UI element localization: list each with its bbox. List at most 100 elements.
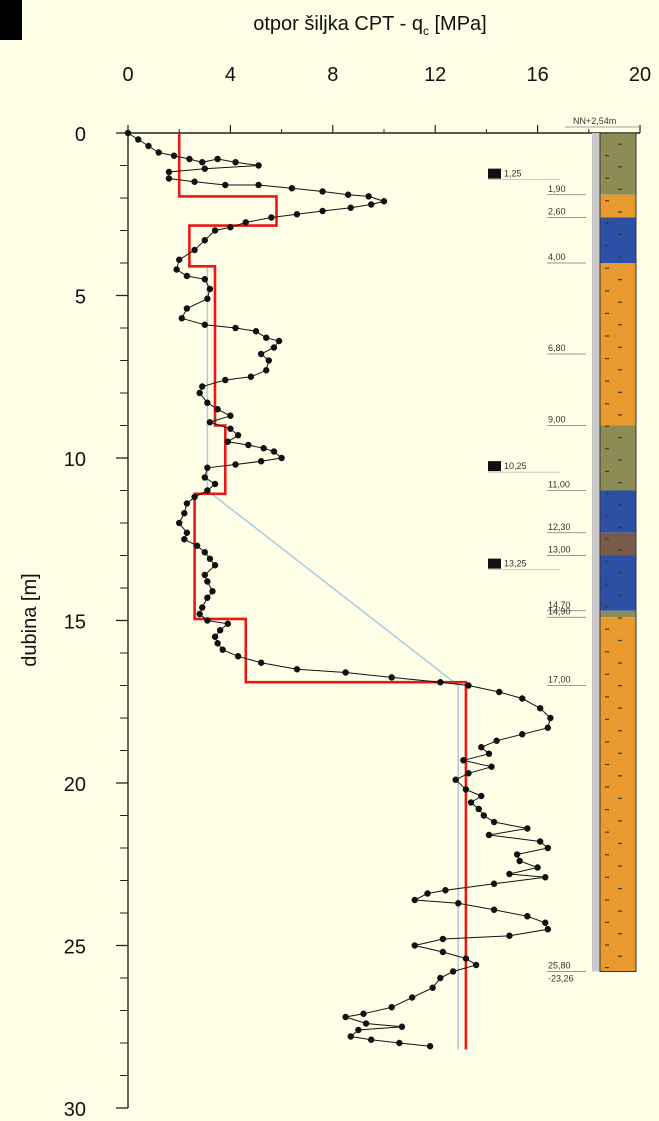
data-point bbox=[506, 932, 513, 939]
data-point bbox=[165, 175, 173, 182]
data-point bbox=[368, 1036, 375, 1043]
log-layer-label: 14,90 bbox=[548, 606, 571, 616]
data-point bbox=[485, 831, 493, 839]
data-point bbox=[462, 955, 470, 962]
data-point bbox=[124, 129, 132, 137]
data-point bbox=[293, 666, 301, 673]
data-point bbox=[204, 617, 211, 624]
data-point bbox=[437, 679, 444, 686]
x-tick-label: 0 bbox=[122, 64, 133, 86]
data-point bbox=[437, 974, 444, 982]
data-point bbox=[465, 682, 472, 689]
log-layer bbox=[600, 263, 636, 354]
data-point bbox=[183, 529, 191, 536]
series-group bbox=[124, 129, 554, 1050]
sample-marker bbox=[488, 461, 501, 472]
data-point bbox=[209, 588, 216, 595]
log-layer bbox=[600, 217, 636, 263]
data-point bbox=[429, 984, 436, 991]
data-point bbox=[278, 454, 285, 462]
sample-label: 1,25 bbox=[504, 169, 522, 179]
data-point bbox=[270, 448, 278, 455]
data-point bbox=[181, 536, 188, 543]
data-point bbox=[145, 142, 152, 150]
data-point bbox=[199, 159, 206, 166]
log-layer bbox=[600, 194, 636, 218]
data-point bbox=[255, 162, 262, 169]
log-bottom-label: -23,26 bbox=[548, 974, 574, 984]
data-point bbox=[183, 500, 191, 507]
y-tick-label: 15 bbox=[64, 612, 86, 634]
data-point bbox=[536, 705, 544, 712]
data-point bbox=[178, 315, 185, 322]
data-point bbox=[496, 688, 503, 696]
data-point bbox=[257, 350, 265, 358]
data-point bbox=[542, 919, 549, 926]
data-point bbox=[519, 695, 526, 702]
log-layer-label: 1,90 bbox=[548, 184, 566, 194]
data-point bbox=[462, 786, 470, 793]
log-layer-label: 4,00 bbox=[548, 252, 566, 262]
log-layer bbox=[600, 610, 636, 618]
data-point bbox=[547, 714, 554, 722]
data-point bbox=[347, 1033, 354, 1040]
data-point bbox=[247, 373, 255, 380]
sample-marker bbox=[488, 558, 501, 569]
axes-group: 0 4 8 12 16 20 0 5 10 15 20 25 30 bbox=[64, 64, 651, 1121]
data-point bbox=[219, 646, 226, 653]
data-point bbox=[344, 191, 352, 198]
y-tick-label: 25 bbox=[64, 937, 86, 959]
data-point bbox=[232, 461, 239, 468]
data-point bbox=[135, 136, 142, 143]
data-point bbox=[490, 818, 498, 826]
y-tick-label: 20 bbox=[64, 774, 86, 796]
data-point bbox=[465, 770, 472, 777]
y-axis-label: dubina [m] bbox=[19, 573, 41, 666]
data-point bbox=[206, 555, 214, 562]
data-point bbox=[191, 178, 198, 185]
data-point bbox=[227, 425, 234, 432]
data-point bbox=[388, 674, 395, 681]
data-point bbox=[155, 149, 162, 156]
data-point bbox=[201, 276, 208, 283]
data-point bbox=[319, 188, 326, 195]
data-point bbox=[196, 610, 203, 618]
data-point bbox=[196, 389, 203, 397]
data-point bbox=[242, 219, 249, 226]
data-point bbox=[493, 737, 500, 744]
log-shadow bbox=[592, 133, 600, 972]
log-layer bbox=[600, 532, 636, 556]
data-point bbox=[362, 1020, 370, 1027]
data-point bbox=[398, 1023, 406, 1030]
log-layer-label: 11,00 bbox=[548, 480, 570, 490]
log-layer-label: 17,00 bbox=[548, 675, 571, 685]
data-point bbox=[452, 776, 459, 783]
log-layer-label: 9,00 bbox=[548, 415, 566, 425]
data-point bbox=[204, 594, 211, 601]
sample-label: 10,25 bbox=[504, 461, 527, 471]
data-point bbox=[439, 948, 447, 956]
data-point bbox=[544, 844, 552, 852]
series-line bbox=[177, 133, 468, 1050]
data-point bbox=[478, 792, 485, 800]
chart-title-subscript: c bbox=[423, 24, 429, 38]
data-point bbox=[206, 285, 214, 293]
data-point bbox=[449, 968, 457, 975]
data-point bbox=[411, 896, 418, 904]
data-point bbox=[368, 201, 375, 208]
data-point bbox=[467, 799, 475, 806]
log-top-label: NN+2,54m bbox=[573, 116, 616, 126]
log-layer bbox=[600, 685, 636, 972]
data-point bbox=[263, 367, 270, 374]
data-point bbox=[268, 214, 275, 221]
data-point bbox=[257, 659, 265, 666]
x-tick-label: 16 bbox=[526, 64, 548, 86]
data-point bbox=[216, 627, 224, 634]
log-layer-label: 6,80 bbox=[548, 343, 566, 353]
data-point bbox=[442, 887, 449, 894]
data-point bbox=[183, 305, 191, 312]
log-layer-label: 25,80 bbox=[548, 961, 571, 971]
data-point bbox=[426, 1043, 434, 1050]
data-point bbox=[204, 295, 211, 302]
data-point bbox=[513, 851, 521, 858]
